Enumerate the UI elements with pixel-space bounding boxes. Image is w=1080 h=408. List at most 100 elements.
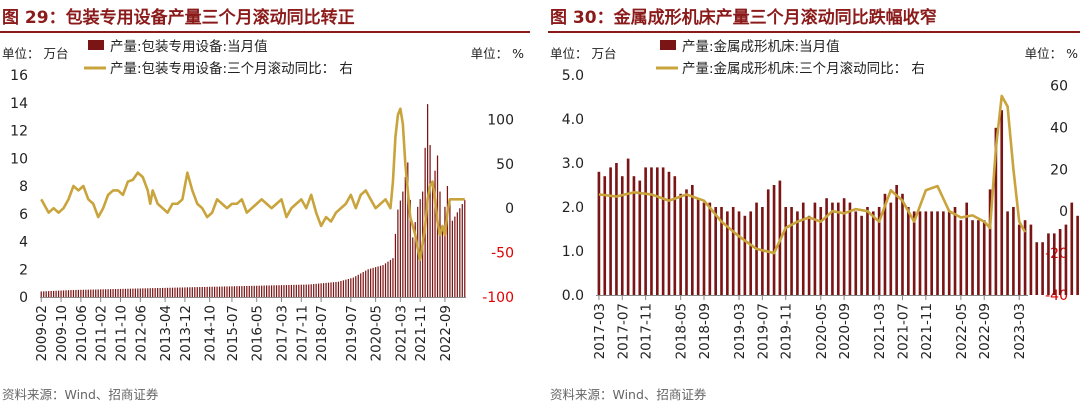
bar — [233, 286, 236, 297]
bar — [154, 288, 156, 297]
bar — [372, 267, 374, 297]
bar — [784, 207, 788, 295]
bar — [303, 284, 305, 297]
bar — [258, 285, 260, 297]
x-tick-label: 2017-11 — [639, 303, 655, 359]
legend-bar-label: 产量:包装专用设备:当月值 — [110, 38, 268, 55]
x-tick-label: 2010-06 — [74, 305, 90, 361]
left-tick-label: 4 — [19, 235, 28, 251]
bar — [766, 189, 770, 295]
bar — [300, 284, 302, 297]
bar — [895, 185, 898, 295]
left-tick-label: 2.0 — [562, 200, 584, 216]
bar — [253, 285, 255, 297]
right-tick-label: -40 — [1045, 288, 1068, 304]
bar — [127, 288, 129, 297]
x-tick-label: 2020-05 — [369, 305, 385, 361]
bar — [273, 285, 275, 297]
x-tick-label: 2013-12 — [178, 305, 194, 361]
bar — [883, 193, 887, 295]
bar — [603, 176, 607, 295]
bar — [340, 281, 342, 297]
x-tick-label: 2017-07 — [615, 303, 631, 359]
bar — [965, 202, 969, 295]
bar — [124, 288, 127, 297]
bar — [1017, 224, 1021, 295]
bar — [243, 286, 245, 297]
x-tick-label: 2011-02 — [94, 305, 110, 361]
bar — [1012, 207, 1015, 295]
bar — [1035, 242, 1039, 295]
chart-title: 图 29：包装专用设备产量三个月滚动同比转正 — [2, 8, 355, 28]
left-tick-label: 3.0 — [562, 156, 584, 172]
right-tick-label: 0 — [505, 201, 514, 217]
bar — [327, 282, 330, 297]
bar — [454, 216, 456, 297]
bar — [75, 289, 77, 297]
bar — [70, 290, 72, 297]
bar — [1023, 220, 1027, 295]
source-note: 资料来源：Wind、招商证券 — [2, 387, 159, 402]
bar — [305, 284, 307, 297]
bar — [95, 289, 97, 297]
bar — [907, 207, 910, 295]
right-tick-label: 0 — [1059, 204, 1068, 220]
bar — [446, 186, 449, 297]
bar — [807, 215, 811, 295]
bar — [772, 185, 776, 295]
left-tick-label: 1.0 — [562, 244, 584, 260]
x-tick-label: 2017-03 — [592, 303, 608, 359]
bar — [315, 283, 317, 297]
bar — [901, 193, 904, 295]
chart-panel-packaging: 图 29：包装专用设备产量三个月滚动同比转正 单位： 万台 单位： % 0 2 4 6 8 1… — [0, 0, 535, 408]
bar — [206, 286, 208, 297]
bar — [209, 286, 211, 297]
right-tick-label: 50 — [496, 157, 514, 173]
bar — [889, 202, 893, 295]
bar — [345, 279, 347, 297]
bar — [213, 286, 216, 297]
bar — [142, 288, 144, 297]
right-axis-unit: 单位： % — [471, 46, 524, 61]
bar — [261, 285, 263, 297]
bar — [280, 285, 283, 297]
x-tick-label: 2022-09 — [438, 305, 454, 361]
bar — [696, 198, 700, 295]
x-tick-label: 2018-09 — [697, 303, 713, 359]
bar — [854, 211, 858, 295]
bar — [322, 283, 325, 297]
bar — [377, 266, 379, 297]
bar — [313, 284, 315, 297]
bar — [134, 288, 136, 297]
bar — [119, 288, 122, 297]
chart-metal-forming-svg: 单位： 万台 单位： % 0.0 1.0 2.0 3.0 4.0 5.0 -40 -20 0 20 40… — [550, 39, 1079, 359]
bar — [318, 283, 320, 297]
bar — [189, 287, 191, 297]
x-tick-label: 2023-03 — [1012, 303, 1028, 359]
bar — [248, 285, 250, 297]
bar — [370, 268, 372, 297]
bar — [149, 288, 151, 297]
source-note: 资料来源：Wind、招商证券 — [550, 387, 707, 402]
bar — [1058, 229, 1062, 295]
bar — [355, 276, 357, 297]
bar — [632, 176, 636, 295]
legend-line-label: 产量:金属成形机床:三个月滚动同比： 右 — [682, 60, 925, 77]
bar — [362, 272, 364, 297]
bar — [288, 284, 290, 297]
bar — [191, 287, 193, 297]
bar — [1076, 215, 1079, 295]
bar — [105, 289, 107, 297]
x-tick-label: 2011-10 — [114, 305, 130, 361]
left-tick-label: 5.0 — [562, 68, 584, 84]
bar — [246, 285, 248, 297]
bar — [82, 289, 84, 297]
x-tick-label: 2021-07 — [896, 303, 912, 359]
bar — [441, 227, 444, 297]
bar — [1000, 110, 1004, 295]
bar — [1070, 202, 1074, 295]
bar — [464, 199, 466, 297]
bar — [384, 263, 387, 297]
bar — [199, 287, 201, 297]
bar — [404, 176, 406, 297]
